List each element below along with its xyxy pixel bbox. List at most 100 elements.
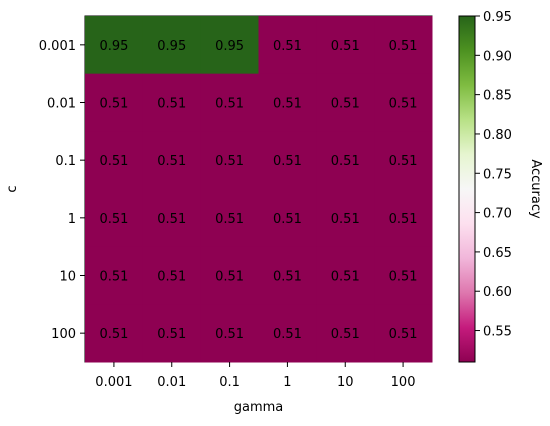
heatmap-cell xyxy=(200,73,259,132)
heatmap-cell xyxy=(316,131,375,190)
heatmap-cell xyxy=(316,304,375,363)
cell-value-label: 0.51 xyxy=(331,154,360,169)
heatmap-cell xyxy=(85,16,144,75)
cell-value-label: 0.51 xyxy=(99,212,128,227)
heatmap-cell xyxy=(85,73,144,132)
cell-value-label: 0.51 xyxy=(215,327,244,342)
heatmap-cell xyxy=(374,73,433,132)
heatmap-cell xyxy=(374,189,433,248)
x-tick-label: 10 xyxy=(337,375,354,390)
colorbar-ticks: 0.55 0.60 0.65 0.70 0.75 0.80 0.85 0.90 0.95 xyxy=(475,10,512,340)
y-tick-label: 0.01 xyxy=(47,97,76,112)
heatmap-cells xyxy=(85,16,433,363)
y-tick-label: 0.1 xyxy=(55,154,76,169)
x-axis-label: gamma xyxy=(234,400,284,415)
heatmap-cell xyxy=(200,16,259,75)
cell-value-label: 0.51 xyxy=(389,212,418,227)
cell-value-label: 0.51 xyxy=(215,270,244,285)
cell-value-label: 0.95 xyxy=(157,39,186,54)
cell-value-label: 0.51 xyxy=(215,97,244,112)
colorbar-tick-label: 0.95 xyxy=(483,10,512,25)
cell-value-label: 0.51 xyxy=(273,270,302,285)
heatmap-cell xyxy=(142,246,202,305)
colorbar-gradient xyxy=(458,15,476,363)
cell-value-label: 0.51 xyxy=(99,327,128,342)
cell-value-label: 0.51 xyxy=(331,97,360,112)
x-axis-ticks: 0.001 0.01 0.1 1 10 100 xyxy=(95,362,415,390)
cell-value-label: 0.51 xyxy=(215,154,244,169)
colorbar-tick-label: 0.60 xyxy=(483,285,512,300)
heatmap-cell xyxy=(200,246,259,305)
cell-value-label: 0.51 xyxy=(215,212,244,227)
colorbar-tick-label: 0.85 xyxy=(483,89,512,104)
cell-value-label: 0.51 xyxy=(99,97,128,112)
y-tick-label: 1 xyxy=(68,212,76,227)
cell-value-label: 0.51 xyxy=(157,270,186,285)
x-tick-label: 100 xyxy=(391,375,416,390)
cell-value-label: 0.95 xyxy=(99,39,128,54)
heatmap-cell xyxy=(200,189,259,248)
colorbar-tick-label: 0.65 xyxy=(483,246,512,261)
heatmap-cell xyxy=(316,246,375,305)
cell-value-label: 0.51 xyxy=(331,327,360,342)
cell-value-label: 0.51 xyxy=(273,39,302,54)
heatmap-cell xyxy=(85,304,144,363)
cell-value-label: 0.51 xyxy=(331,39,360,54)
cell-value-label: 0.51 xyxy=(331,270,360,285)
cell-value-label: 0.95 xyxy=(215,39,244,54)
colorbar-label: Accuracy xyxy=(528,159,543,219)
y-tick-label: 0.001 xyxy=(39,39,76,54)
y-tick-label: 10 xyxy=(59,270,76,285)
heatmap-cell xyxy=(142,131,202,190)
heatmap-cell xyxy=(200,304,259,363)
heatmap-cell xyxy=(374,131,433,190)
y-axis-ticks: 0.001 0.01 0.1 1 10 100 xyxy=(39,39,85,342)
cell-value-label: 0.51 xyxy=(157,212,186,227)
colorbar-tick-label: 0.55 xyxy=(483,325,512,340)
heatmap-cell xyxy=(85,189,144,248)
cell-value-label: 0.51 xyxy=(157,97,186,112)
colorbar-tick-label: 0.80 xyxy=(483,128,512,143)
heatmap-cell xyxy=(316,189,375,248)
heatmap-cell xyxy=(258,16,317,75)
heatmap-cell xyxy=(316,16,375,75)
heatmap-cell xyxy=(374,16,433,75)
heatmap-cell xyxy=(258,246,317,305)
cell-value-label: 0.51 xyxy=(389,97,418,112)
cell-value-label: 0.51 xyxy=(273,212,302,227)
heatmap-cell xyxy=(142,16,202,75)
heatmap-cell xyxy=(258,304,317,363)
colorbar-tick-label: 0.75 xyxy=(483,167,512,182)
heatmap-cell xyxy=(258,189,317,248)
cell-value-label: 0.51 xyxy=(157,154,186,169)
heatmap-cell xyxy=(200,131,259,190)
cell-value-label: 0.51 xyxy=(331,212,360,227)
colorbar-tick-label: 0.70 xyxy=(483,207,512,222)
cell-value-label: 0.51 xyxy=(99,270,128,285)
cell-value-label: 0.51 xyxy=(389,270,418,285)
cell-value-label: 0.51 xyxy=(157,327,186,342)
heatmap-cell xyxy=(258,73,317,132)
cell-value-label: 0.51 xyxy=(273,97,302,112)
cell-value-label: 0.51 xyxy=(99,154,128,169)
y-tick-label: 100 xyxy=(51,327,76,342)
x-tick-label: 0.001 xyxy=(95,375,132,390)
heatmap-cell xyxy=(142,189,202,248)
heatmap-cell xyxy=(258,131,317,190)
y-axis-label: c xyxy=(5,185,20,192)
heatmap-cell xyxy=(374,304,433,363)
heatmap-cell xyxy=(85,131,144,190)
heatmap-cell xyxy=(142,304,202,363)
cell-value-labels: 0.95 0.95 0.95 0.51 0.51 0.51 0.51 0.51 0.51 0.51… xyxy=(99,39,417,342)
heatmap-cell xyxy=(316,73,375,132)
cell-value-label: 0.51 xyxy=(389,154,418,169)
x-tick-label: 0.1 xyxy=(219,375,240,390)
x-tick-label: 1 xyxy=(283,375,291,390)
heatmap-cell xyxy=(85,246,144,305)
cell-value-label: 0.51 xyxy=(273,327,302,342)
cell-value-label: 0.51 xyxy=(389,327,418,342)
heatmap-cell xyxy=(142,73,202,132)
colorbar-tick-label: 0.90 xyxy=(483,49,512,64)
heatmap-cell xyxy=(374,246,433,305)
